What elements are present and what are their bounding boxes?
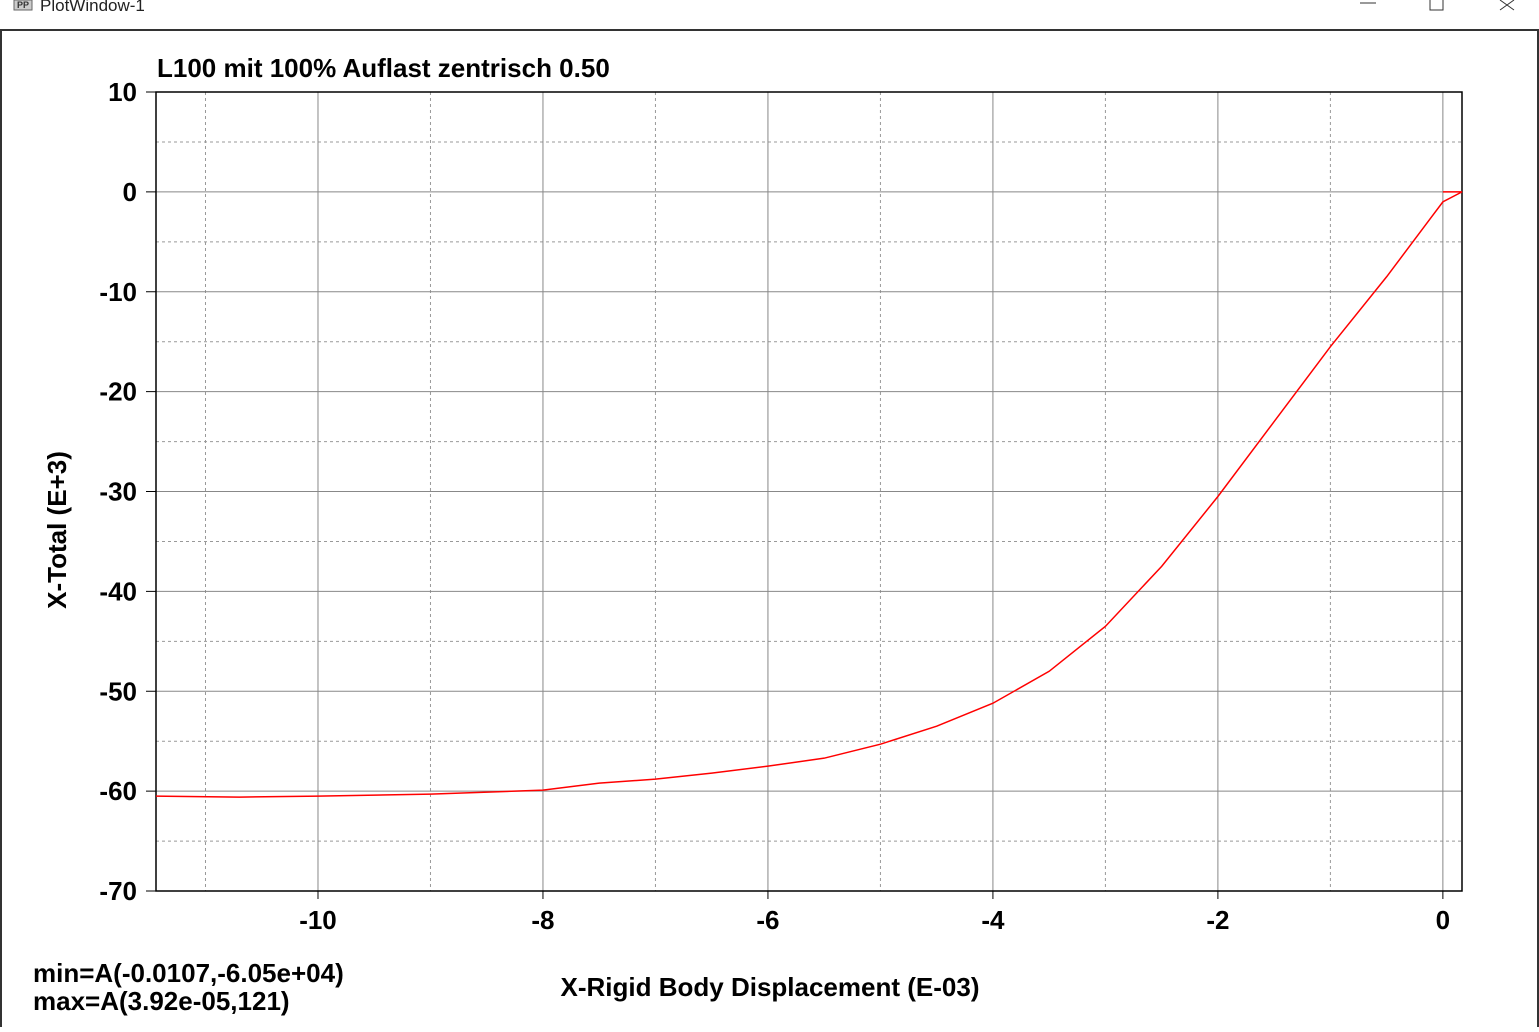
x-tick-label: -10 [299,905,337,935]
x-tick-label: -6 [756,905,779,935]
window-icon: PP [17,0,29,10]
data-line [155,191,1463,798]
x-tick-label: -4 [981,905,1005,935]
min-annotation: min=A(-0.0107,-6.05e+04) [33,958,344,988]
plot-frame [155,91,1463,892]
y-tick-label: -10 [99,277,137,307]
y-tick-label: -30 [99,477,137,507]
window-icon-box [13,0,33,11]
y-tick-label: -70 [99,876,137,906]
title-bar [0,0,1539,28]
chart-title: L100 mit 100% Auflast zentrisch 0.50 [157,53,610,83]
y-tick-label: 10 [108,77,137,107]
y-tick-label: -40 [99,576,137,606]
y-tick-label: 0 [123,177,137,207]
x-tick-label: -2 [1206,905,1229,935]
x-tick-label: 0 [1436,905,1450,935]
window-title: PlotWindow-1 [40,0,145,15]
maximize-button[interactable] [1429,0,1444,11]
close-button[interactable] [1499,0,1515,11]
y-tick-label: -50 [99,676,137,706]
x-axis-label: X-Rigid Body Displacement (E-03) [561,972,980,1002]
max-annotation: max=A(3.92e-05,121) [33,986,290,1016]
y-tick-label: -60 [99,776,137,806]
window-frame [0,29,1539,1031]
x-tick-label: -8 [531,905,554,935]
y-tick-label: -20 [99,377,137,407]
y-axis-label: X-Total (E+3) [42,451,72,609]
